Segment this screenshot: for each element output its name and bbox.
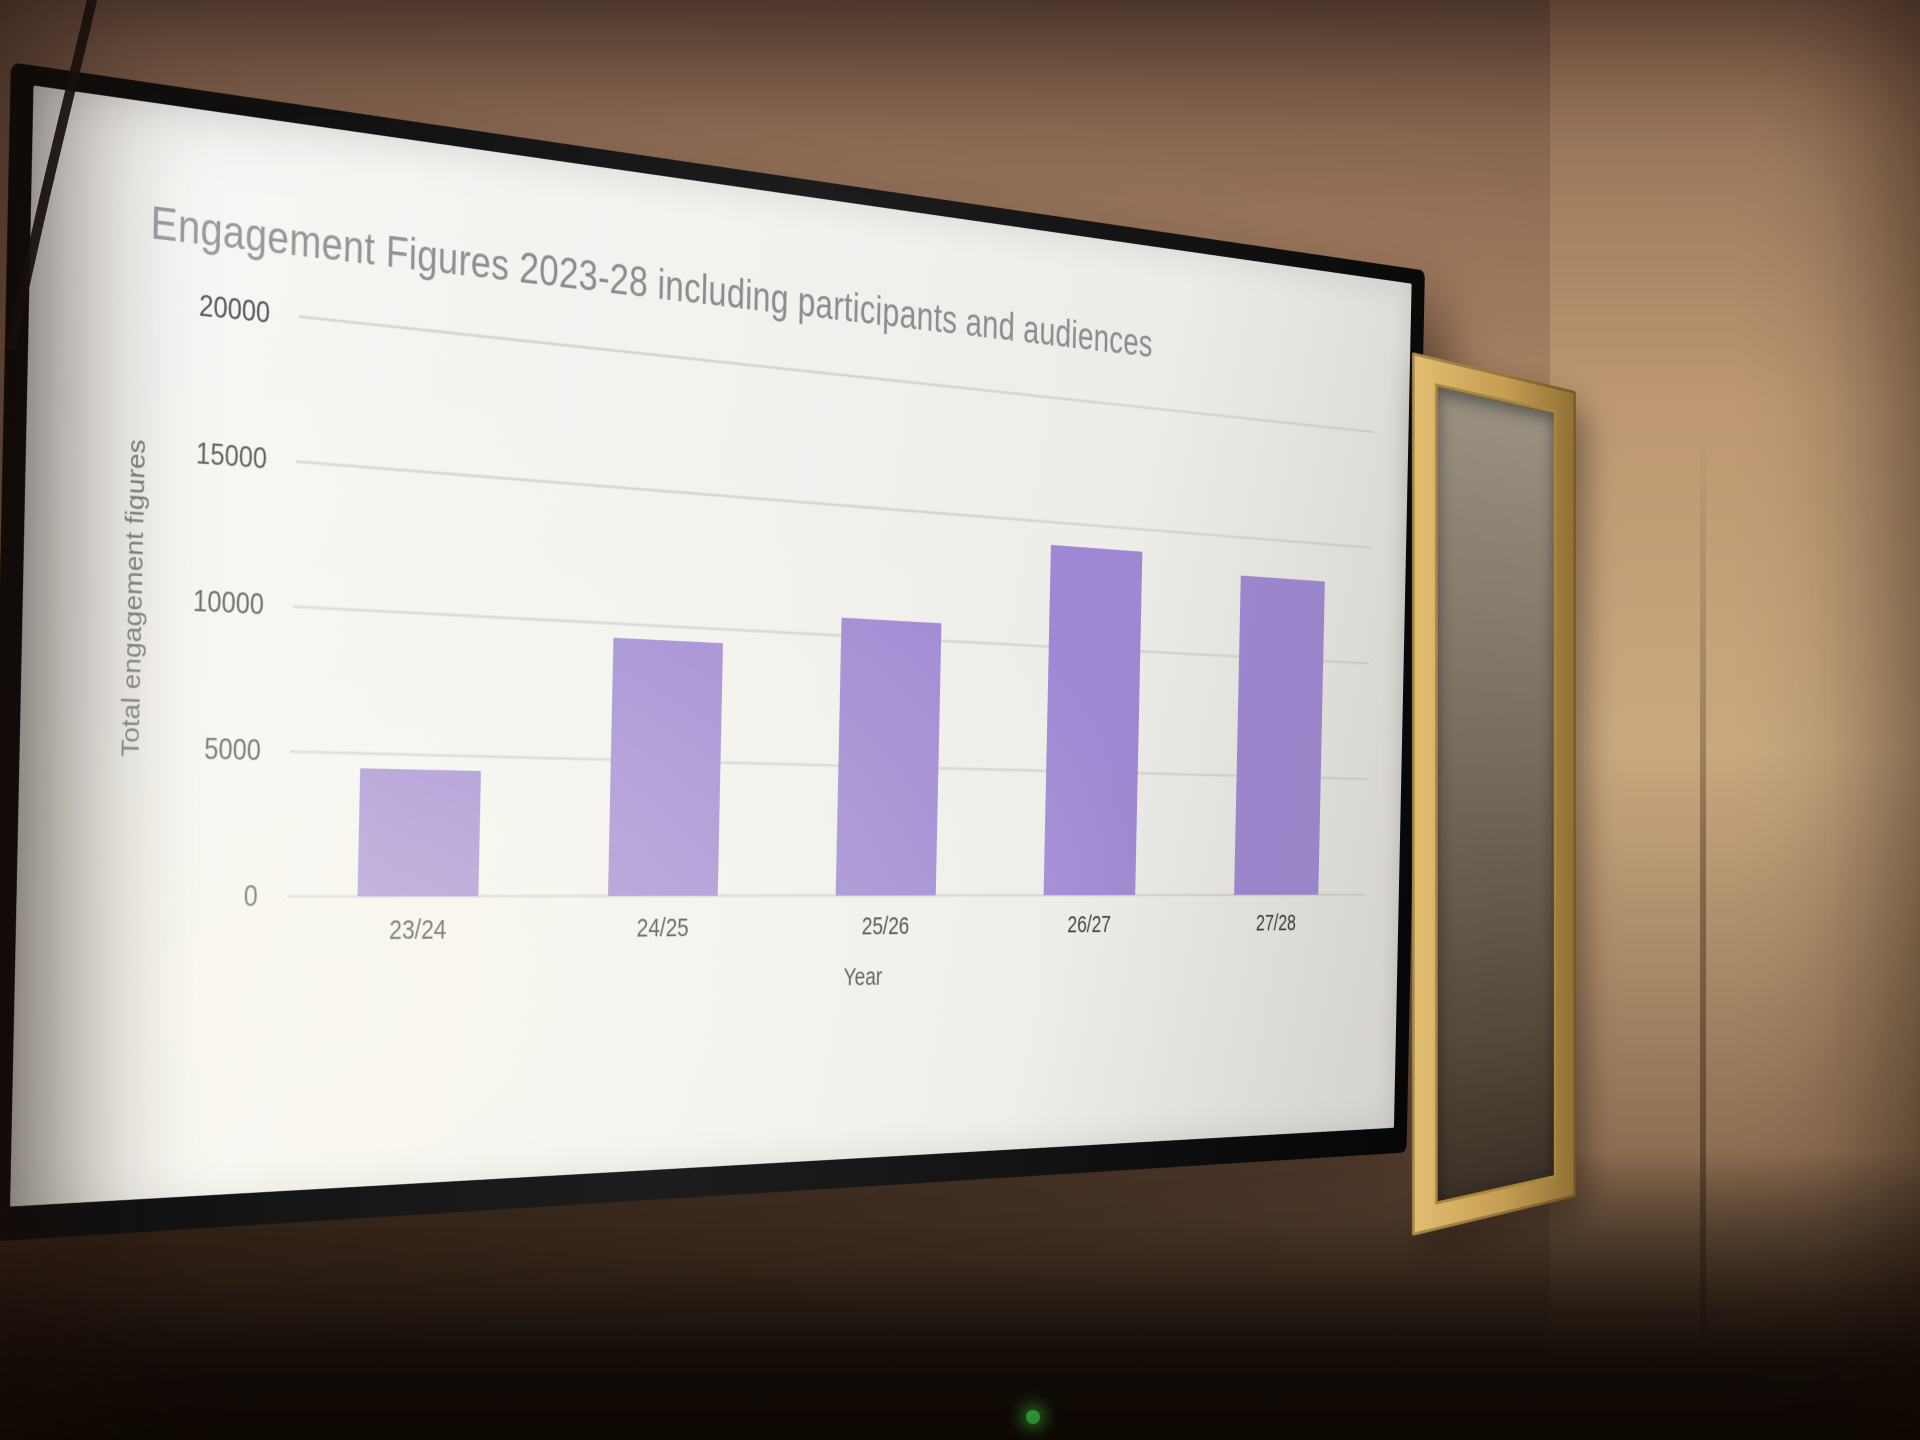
power-led: [1026, 1410, 1040, 1424]
bar-27/28: [1234, 575, 1325, 896]
y-tick-label: 5000: [203, 732, 262, 768]
x-axis-title: Year: [843, 962, 883, 992]
bar-slot: 25/26: [777, 369, 1000, 940]
y-tick-label: 20000: [198, 288, 271, 330]
plot-area: 23/24 24/25 25/26 26/27 27/28: [286, 315, 1375, 946]
bar-26/27: [1043, 544, 1143, 896]
wall-corner-line: [1700, 430, 1706, 1440]
tv-screen: Engagement Figures 2023-28 including par…: [10, 85, 1412, 1207]
slide: Engagement Figures 2023-28 including par…: [10, 85, 1412, 1206]
x-tick-label: 24/25: [636, 913, 690, 943]
bar-slot: 23/24: [287, 317, 556, 946]
y-tick-label: 15000: [195, 436, 268, 476]
bar-slot: 26/27: [990, 392, 1195, 938]
y-tick-label: 10000: [192, 584, 265, 622]
x-tick-label: 26/27: [1067, 911, 1112, 939]
cable: [7, 0, 97, 350]
x-tick-label: 25/26: [861, 912, 910, 941]
tv: Engagement Figures 2023-28 including par…: [0, 62, 1425, 1242]
picture-frame-inner: [1435, 383, 1557, 1205]
bar-slot: 27/28: [1185, 413, 1374, 936]
picture-frame: [1412, 352, 1576, 1236]
bars: 23/24 24/25 25/26 26/27 27/28: [287, 317, 1374, 946]
bar-23/24: [357, 767, 481, 897]
bar-slot: 24/25: [544, 344, 788, 943]
y-tick-column: 0 5000 10000 15000 20000: [140, 289, 271, 913]
bar-24/25: [608, 637, 723, 897]
y-tick-label: 0: [243, 879, 259, 913]
x-tick-label: 23/24: [388, 914, 447, 946]
chart: Total engagement figures 0 5000 10000 15000…: [117, 289, 1375, 946]
x-tick-label: 27/28: [1255, 910, 1297, 937]
bar-25/26: [835, 617, 942, 896]
